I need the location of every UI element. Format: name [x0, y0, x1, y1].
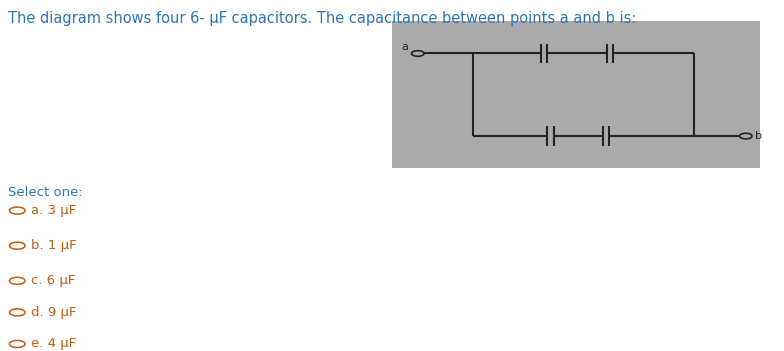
Text: e. 4 μF: e. 4 μF [31, 337, 77, 351]
Text: a: a [401, 42, 408, 52]
Text: c. 6 μF: c. 6 μF [31, 274, 76, 287]
Text: b. 1 μF: b. 1 μF [31, 239, 77, 252]
Text: d. 9 μF: d. 9 μF [31, 306, 77, 319]
Text: Select one:: Select one: [8, 186, 82, 199]
Text: The diagram shows four 6- μF capacitors. The capacitance between points a and b : The diagram shows four 6- μF capacitors.… [8, 11, 636, 26]
Bar [392, 21, 760, 168]
Text: b: b [755, 131, 762, 141]
Text: a. 3 μF: a. 3 μF [31, 204, 77, 217]
